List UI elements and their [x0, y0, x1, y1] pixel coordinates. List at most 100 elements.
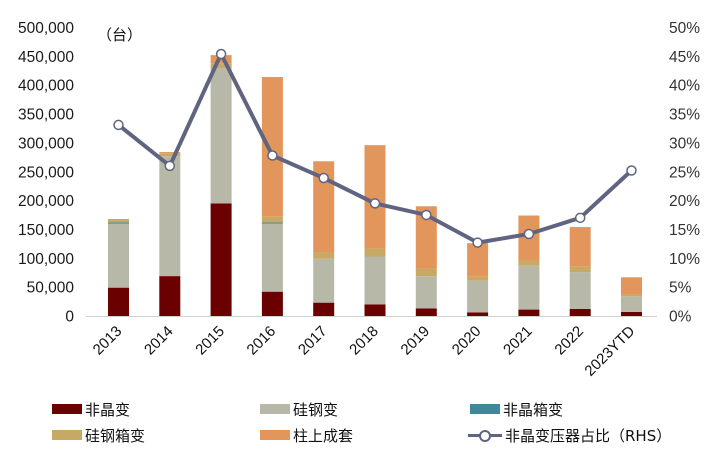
- bar-segment: [621, 311, 642, 317]
- bar-segment: [621, 294, 642, 297]
- legend-item-amorphous-share: 非晶变压器占比（RHS）: [468, 425, 671, 445]
- bar-segment: [159, 153, 181, 157]
- bar-segment: [210, 203, 232, 317]
- bar-stack-2015: [210, 55, 232, 317]
- bar-segment: [159, 276, 181, 317]
- legend-label: 非晶箱变: [503, 400, 564, 419]
- right-axis-tick-label: 10%: [669, 251, 700, 268]
- line-series-group: [113, 48, 637, 248]
- left-y-axis: 0 50,000 100,000 150,000 200,000 250,000 300,0…: [18, 20, 74, 326]
- bar-segment: [415, 276, 437, 309]
- x-axis-tick-label: 2022: [551, 323, 587, 359]
- bar-stack-2019: [415, 206, 437, 317]
- line-marker-icon: [421, 209, 432, 221]
- right-axis-tick-label: 15%: [669, 222, 700, 239]
- bar-segment: [313, 258, 335, 303]
- x-axis-tick-label: 2014: [141, 323, 177, 359]
- bar-segment: [261, 223, 283, 292]
- bar-stack-2016: [261, 77, 283, 317]
- right-axis-tick-label: 45%: [669, 49, 700, 66]
- legend-item-pole-mounted: 柱上成套: [260, 425, 353, 445]
- bar-segment: [108, 218, 129, 223]
- line-marker-icon: [267, 150, 278, 161]
- bar-segment: [569, 266, 591, 273]
- legend-swatch-icon: [260, 404, 290, 414]
- left-axis-tick-label: 150,000: [18, 222, 74, 239]
- bar-segment: [313, 302, 335, 317]
- x-axis-tick-label: 2019: [398, 323, 434, 359]
- bar-segment: [518, 265, 540, 310]
- bar-stack-2020: [467, 243, 489, 317]
- x-axis-tick-label: 2021: [500, 323, 536, 359]
- legend-label: 硅钢变: [293, 400, 339, 419]
- x-axis-tick-label: 2018: [346, 323, 382, 359]
- line-marker-icon: [215, 48, 227, 60]
- x-axis-tick-label: 2020: [449, 323, 485, 359]
- line-marker-icon: [626, 165, 637, 176]
- legend-swatch-icon: [52, 430, 82, 440]
- legend-swatch-icon: [52, 404, 82, 414]
- legend-item-silicon-steel-box: 硅钢箱变: [52, 425, 145, 445]
- bar-segment: [364, 248, 386, 257]
- bar-segment: [261, 216, 283, 223]
- left-axis-tick-label: 350,000: [18, 107, 74, 124]
- bar-segment: [621, 296, 642, 312]
- legend-label: 非晶变压器占比（RHS）: [505, 426, 672, 445]
- legend-swatch-icon: [260, 430, 290, 440]
- bar-segment: [159, 156, 181, 277]
- line-marker-icon: [318, 172, 329, 184]
- bar-stack-2018: [364, 145, 386, 317]
- line-marker-icon: [523, 228, 535, 240]
- left-axis-tick-label: 0: [65, 309, 74, 326]
- bar-segment: [569, 272, 591, 309]
- right-axis-tick-label: 5%: [669, 280, 692, 297]
- right-axis-tick-label: 25%: [669, 164, 700, 181]
- line-marker-icon: [574, 212, 586, 224]
- bar-segment: [364, 304, 386, 317]
- bar-segment: [415, 206, 437, 269]
- bar-segment: [210, 68, 232, 204]
- bar-segment: [569, 308, 591, 317]
- bar-segment: [415, 268, 437, 277]
- left-axis-tick-label: 250,000: [18, 164, 74, 181]
- x-axis-tick-label: 2015: [192, 323, 228, 359]
- left-axis-tick-label: 450,000: [18, 49, 74, 66]
- legend-item-silicon-steel: 硅钢变: [260, 399, 338, 419]
- x-axis-tick-label: 2013: [90, 323, 126, 359]
- bar-segment: [467, 280, 489, 313]
- bar-stack-2014: [159, 152, 181, 317]
- line-marker-icon: [369, 198, 381, 209]
- right-axis-tick-label: 35%: [669, 107, 700, 124]
- bar-stack-2017: [313, 161, 335, 317]
- bar-segment: [364, 145, 386, 249]
- bar-segment: [108, 223, 129, 288]
- chart-legend: 非晶变 硅钢变 非晶箱变 硅钢箱变 柱上成套 非晶变压器占比（RHS）: [0, 396, 718, 456]
- bar-segment: [108, 222, 129, 224]
- right-axis-tick-label: 30%: [669, 135, 700, 152]
- right-axis-tick-label: 0%: [669, 309, 692, 326]
- right-axis-tick-label: 20%: [669, 193, 700, 210]
- legend-line-marker-icon: [468, 428, 502, 442]
- unit-label: （台）: [97, 26, 143, 44]
- left-axis-tick-label: 200,000: [18, 193, 74, 210]
- bar-segment: [518, 309, 540, 317]
- line-marker-icon: [164, 160, 176, 172]
- bar-segment: [467, 312, 489, 317]
- left-axis-tick-label: 50,000: [27, 280, 75, 297]
- bar-segment: [569, 227, 591, 267]
- bar-series-group: [108, 55, 642, 317]
- legend-label: 硅钢箱变: [85, 426, 146, 445]
- bar-segment: [313, 252, 335, 259]
- legend-label: 非晶变: [85, 400, 131, 419]
- right-axis-tick-label: 40%: [669, 78, 700, 95]
- line-marker-icon: [472, 237, 483, 248]
- bar-segment: [108, 287, 129, 317]
- x-axis-labels: 2013 2014 2015 2016 2017 2018 2019 2020 2021 2022…: [90, 323, 639, 380]
- legend-item-amorphous: 非晶变: [52, 399, 130, 419]
- left-axis-tick-label: 500,000: [18, 20, 74, 37]
- bar-segment: [210, 63, 232, 69]
- right-y-axis: 0% 5% 10% 15% 20% 25% 30% 35% 40% 45% 50%: [669, 20, 700, 326]
- bar-segment: [621, 277, 642, 295]
